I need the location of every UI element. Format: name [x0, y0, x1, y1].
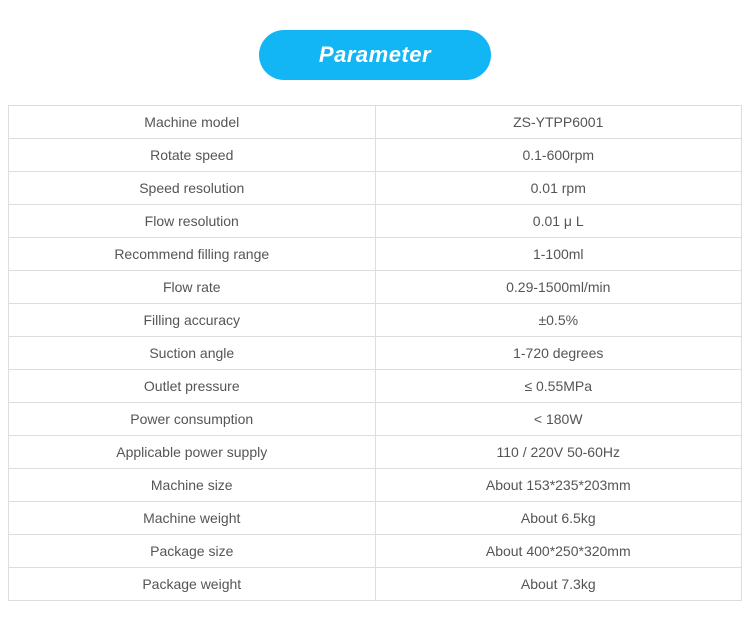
param-label: Package size [9, 535, 376, 568]
table-row: Flow rate0.29-1500ml/min [9, 271, 742, 304]
param-value: About 7.3kg [375, 568, 742, 601]
param-label: Recommend filling range [9, 238, 376, 271]
param-value: About 400*250*320mm [375, 535, 742, 568]
param-label: Outlet pressure [9, 370, 376, 403]
param-label: Package weight [9, 568, 376, 601]
param-label: Power consumption [9, 403, 376, 436]
param-value: ZS-YTPP6001 [375, 106, 742, 139]
parameter-header-pill: Parameter [259, 30, 491, 80]
table-row: Flow resolution0.01 μ L [9, 205, 742, 238]
param-value: About 6.5kg [375, 502, 742, 535]
param-value: 1-100ml [375, 238, 742, 271]
param-value: < 180W [375, 403, 742, 436]
param-label: Suction angle [9, 337, 376, 370]
parameter-table: Machine modelZS-YTPP6001Rotate speed0.1-… [8, 105, 742, 601]
table-row: Machine modelZS-YTPP6001 [9, 106, 742, 139]
table-row: Machine sizeAbout 153*235*203mm [9, 469, 742, 502]
table-row: Power consumption< 180W [9, 403, 742, 436]
param-value: 0.1-600rpm [375, 139, 742, 172]
table-row: Applicable power supply110 / 220V 50-60H… [9, 436, 742, 469]
param-value: 0.01 μ L [375, 205, 742, 238]
param-value: 0.29-1500ml/min [375, 271, 742, 304]
param-label: Speed resolution [9, 172, 376, 205]
param-value: 110 / 220V 50-60Hz [375, 436, 742, 469]
param-value: 0.01 rpm [375, 172, 742, 205]
table-row: Filling accuracy±0.5% [9, 304, 742, 337]
param-value: 1-720 degrees [375, 337, 742, 370]
param-value: ±0.5% [375, 304, 742, 337]
table-row: Suction angle1-720 degrees [9, 337, 742, 370]
parameter-table-body: Machine modelZS-YTPP6001Rotate speed0.1-… [9, 106, 742, 601]
param-label: Machine weight [9, 502, 376, 535]
param-label: Machine model [9, 106, 376, 139]
table-row: Package sizeAbout 400*250*320mm [9, 535, 742, 568]
param-label: Flow resolution [9, 205, 376, 238]
table-row: Speed resolution0.01 rpm [9, 172, 742, 205]
param-label: Rotate speed [9, 139, 376, 172]
param-label: Flow rate [9, 271, 376, 304]
table-row: Machine weightAbout 6.5kg [9, 502, 742, 535]
table-row: Rotate speed0.1-600rpm [9, 139, 742, 172]
table-row: Recommend filling range1-100ml [9, 238, 742, 271]
param-label: Applicable power supply [9, 436, 376, 469]
param-value: ≤ 0.55MPa [375, 370, 742, 403]
param-value: About 153*235*203mm [375, 469, 742, 502]
param-label: Filling accuracy [9, 304, 376, 337]
table-row: Outlet pressure≤ 0.55MPa [9, 370, 742, 403]
param-label: Machine size [9, 469, 376, 502]
table-row: Package weightAbout 7.3kg [9, 568, 742, 601]
